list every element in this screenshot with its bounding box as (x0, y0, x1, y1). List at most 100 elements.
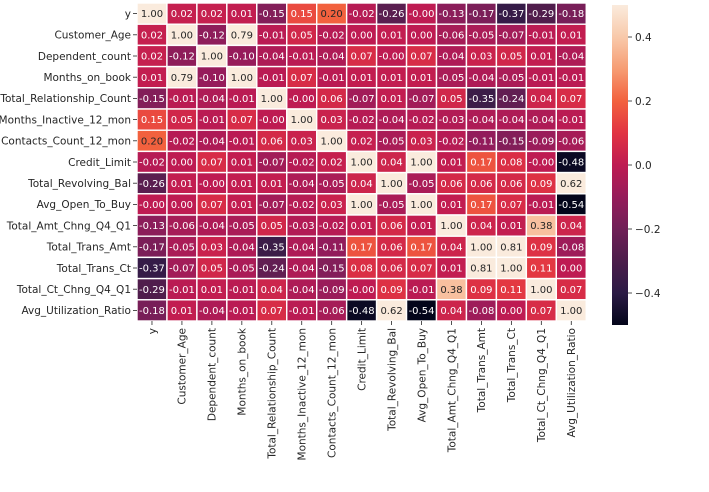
cell-value-label: 0.01 (440, 200, 462, 211)
cell-value-label: -0.01 (169, 94, 195, 105)
cell-value-label: 0.07 (231, 115, 253, 126)
cell-value-label: -0.00 (409, 9, 435, 20)
cell-value-label: 0.09 (380, 285, 402, 296)
cell-value-label: 0.17 (350, 242, 372, 253)
cell-value-label: 0.11 (530, 264, 552, 275)
cell-value-label: 0.02 (141, 52, 163, 63)
y-tick-label: Customer_Age (54, 30, 131, 42)
cell-value-label: 0.01 (141, 73, 163, 84)
cell-value-label: 0.01 (410, 221, 432, 232)
cell-value-label: 0.15 (141, 115, 163, 126)
cell-value-label: -0.24 (259, 264, 285, 275)
cell-value-label: -0.37 (139, 264, 165, 275)
y-tick-label: Total_Relationship_Count (0, 93, 131, 105)
cell-value-label: 0.38 (440, 285, 462, 296)
cell-value-label: 0.04 (350, 179, 372, 190)
cell-value-label: 1.00 (500, 264, 522, 275)
cell-value-label: -0.04 (468, 73, 494, 84)
cell-value-label: 0.02 (321, 158, 343, 169)
y-tick-label: Total_Amt_Chng_Q4_Q1 (6, 220, 131, 232)
cell-value-label: 0.02 (350, 136, 372, 147)
y-tick-label: Total_Trans_Amt (46, 242, 131, 254)
cell-value-label: -0.48 (558, 158, 584, 169)
cell-value-label: 0.01 (560, 30, 582, 41)
cell-value-label: -0.00 (139, 200, 165, 211)
cell-value-label: -0.06 (169, 221, 195, 232)
cell-value-label: 0.03 (321, 115, 343, 126)
cell-value-label: -0.01 (229, 285, 255, 296)
cell-value-label: 0.01 (380, 30, 402, 41)
cell-value-label: -0.04 (528, 115, 554, 126)
x-tick-label: Total_Relationship_Count (267, 328, 279, 460)
cell-value-label: -0.13 (139, 221, 165, 232)
cell-value-label: -0.06 (319, 306, 345, 317)
cell-value-label: -0.13 (439, 9, 465, 20)
cell-value-label: -0.01 (259, 73, 285, 84)
cell-value-label: 0.00 (171, 158, 193, 169)
cell-value-label: 0.01 (380, 73, 402, 84)
cell-value-label: 0.05 (171, 115, 193, 126)
cell-value-label: -0.26 (139, 179, 165, 190)
cell-value-label: -0.05 (498, 73, 524, 84)
cell-value-label: -0.07 (498, 30, 524, 41)
cell-value-label: -0.01 (528, 200, 554, 211)
x-tick-label: Credit_Limit (356, 328, 368, 391)
cell-value-label: 0.01 (171, 306, 193, 317)
cell-value-label: 0.00 (171, 200, 193, 211)
x-tick-label: y (147, 328, 159, 334)
cell-value-label: -0.35 (259, 242, 285, 253)
x-tick-label: Dependent_count (207, 328, 219, 421)
cell-value-label: 0.04 (440, 306, 462, 317)
cell-value-label: 1.00 (261, 94, 283, 105)
cell-value-label: 0.02 (201, 9, 223, 20)
cell-value-label: 0.20 (321, 9, 343, 20)
cell-value-label: 0.01 (231, 179, 253, 190)
y-tick-label: Total_Ct_Chng_Q4_Q1 (16, 284, 131, 296)
cell-value-label: -0.01 (229, 94, 255, 105)
cell-value-label: -0.00 (199, 179, 225, 190)
cell-value-label: -0.05 (319, 179, 345, 190)
cell-value-label: -0.07 (169, 264, 195, 275)
y-tick-labels: y Customer_Age Dependent_count Months_on_bo… (0, 8, 137, 317)
cell-value-label: 1.00 (171, 30, 193, 41)
cell-value-label: 0.62 (380, 306, 402, 317)
cell-value-label: 0.06 (500, 179, 522, 190)
cell-value-label: -0.01 (289, 306, 315, 317)
cell-value-label: 0.07 (560, 285, 582, 296)
cell-value-label: 1.00 (231, 73, 253, 84)
y-tick-label: Total_Revolving_Bal (27, 178, 131, 190)
cell-value-label: 0.07 (201, 158, 223, 169)
cell-value-label: -0.15 (259, 9, 285, 20)
cell-value-label: -0.01 (259, 30, 285, 41)
cell-value-label: 1.00 (380, 179, 402, 190)
cell-value-label: -0.08 (558, 242, 584, 253)
cell-value-label: 0.07 (410, 52, 432, 63)
cell-value-label: 0.06 (321, 94, 343, 105)
y-tick-label: Months_Inactive_12_mon (0, 114, 131, 126)
y-tick-label: Dependent_count (38, 51, 131, 63)
cell-value-label: -0.01 (558, 73, 584, 84)
cell-value-label: -0.07 (349, 94, 375, 105)
cell-value-label: -0.11 (468, 136, 494, 147)
cell-value-label: -0.02 (439, 136, 465, 147)
cell-value-label: 0.01 (231, 158, 253, 169)
cell-value-label: -0.18 (558, 9, 584, 20)
cell-value-label: -0.05 (468, 30, 494, 41)
colorbar-tick-label: −0.2 (635, 224, 661, 236)
cell-value-label: 1.00 (440, 221, 462, 232)
cell-value-label: 0.04 (470, 221, 492, 232)
x-tick-label: Avg_Utilization_Ratio (566, 328, 578, 438)
cell-value-label: 0.00 (500, 306, 522, 317)
cell-value-label: -0.04 (199, 306, 225, 317)
cell-value-label: 0.07 (530, 306, 552, 317)
cell-value-label: 0.05 (261, 221, 283, 232)
cell-value-label: 0.07 (201, 200, 223, 211)
y-tick-label: Avg_Utilization_Ratio (21, 305, 131, 317)
cell-value-label: 0.01 (380, 94, 402, 105)
x-tick-label: Avg_Open_To_Buy (416, 328, 428, 422)
y-tick-label: Avg_Open_To_Buy (37, 199, 131, 211)
cell-value-label: -0.12 (169, 52, 195, 63)
cell-value-label: -0.10 (199, 73, 225, 84)
cell-value-label: 0.06 (261, 136, 283, 147)
